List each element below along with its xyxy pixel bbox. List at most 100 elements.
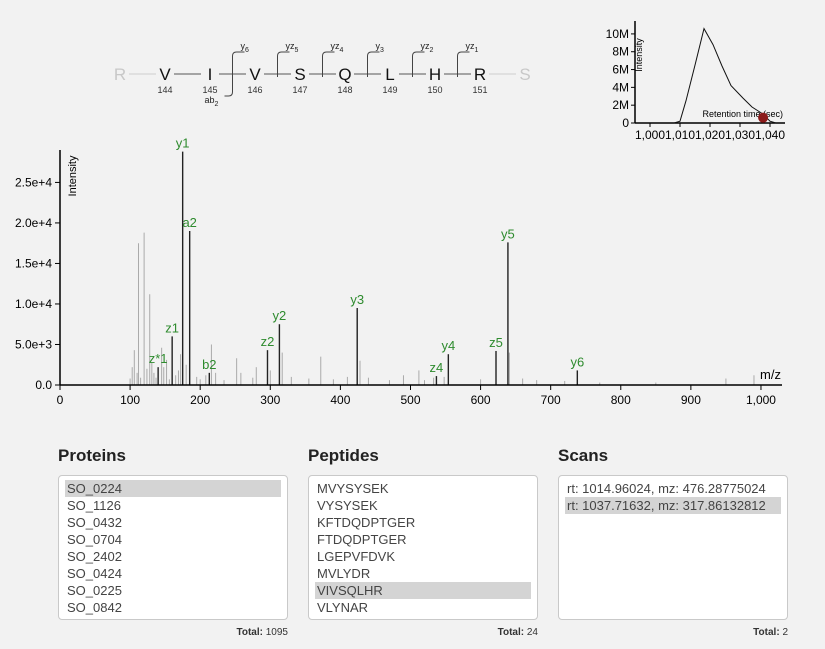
- chrom-x-tick-label: 1,000: [635, 128, 665, 142]
- fragment-ion-label: ab2: [205, 95, 219, 108]
- spectrum-x-tick-label: 1,000: [746, 393, 776, 407]
- protein-item[interactable]: SO_0432: [67, 515, 122, 530]
- spectrum-x-label: m/z: [760, 367, 781, 382]
- chrom-y-tick-label: 6M: [612, 63, 629, 77]
- peptide-item[interactable]: VYSYSEK: [317, 498, 378, 513]
- peptides-total-value: 24: [526, 627, 538, 638]
- fragment-ion-label: yz1: [466, 41, 479, 54]
- peak-label: z*1: [149, 351, 168, 366]
- proteins-total-value: 1095: [265, 627, 288, 638]
- residue-number: 149: [382, 85, 397, 95]
- residue-letter: S: [294, 65, 305, 84]
- fragment-ion-label: yz2: [421, 41, 434, 54]
- peak-label: z2: [261, 334, 275, 349]
- fragment-ion-label: y6: [241, 41, 250, 54]
- chrom-x-tick-label: 1,020: [695, 128, 725, 142]
- peptide-item[interactable]: VLYNAR: [317, 600, 369, 615]
- residue-letter: Q: [338, 65, 351, 84]
- residue-number: 146: [247, 85, 262, 95]
- protein-item[interactable]: SO_0424: [67, 566, 122, 581]
- protein-item[interactable]: SO_1126: [67, 498, 121, 513]
- spectrum-x-tick-label: 300: [260, 393, 280, 407]
- peak-label: z1: [165, 320, 179, 335]
- chrom-y-tick-label: 2M: [612, 98, 629, 112]
- protein-item[interactable]: SO_0224: [65, 480, 281, 497]
- fragment-bracket-bottom: [224, 56, 233, 97]
- chrom-x-tick-label: 1,030: [725, 128, 755, 142]
- fragment-bracket-top: [232, 51, 245, 77]
- peak-label: z5: [489, 335, 503, 350]
- peptides-title: Peptides: [308, 446, 379, 465]
- spectrum-x-tick-label: 900: [681, 393, 701, 407]
- chrom-y-tick-label: 4M: [612, 80, 629, 94]
- scans-title: Scans: [558, 446, 609, 465]
- spectrum-x-tick-label: 700: [541, 393, 561, 407]
- spectrum-y-tick-label: 1.5e+4: [15, 256, 52, 270]
- proteins-total-label: Total:: [236, 627, 263, 638]
- residue-letter: V: [249, 65, 261, 84]
- scans-list[interactable]: rt: 1014.96024, mz: 476.28775024 rt: 1037…: [558, 475, 788, 620]
- peak-label: y3: [350, 292, 364, 307]
- protein-item[interactable]: SO_2402: [67, 549, 122, 564]
- residue-letter: V: [159, 65, 171, 84]
- spectrum-y-tick-label: 0.0: [35, 378, 52, 392]
- fragment-ion-label: yz4: [331, 41, 344, 54]
- proteins-title: Proteins: [58, 446, 127, 465]
- scans-total: Total: 2: [658, 627, 788, 638]
- scan-item[interactable]: rt: 1037.71632, mz: 317.86132812: [565, 497, 781, 514]
- peptide-item[interactable]: KFTDQDPTGER: [317, 515, 416, 530]
- peak-label: z4: [430, 360, 444, 375]
- chrom-y-tick-label: 8M: [612, 45, 629, 59]
- xic-chromatogram: 0 2M 4M 6M 8M 10M 1,000 1,010 1,020 1,030 1,040 Int…: [606, 21, 785, 142]
- fragment-bracket-top: [412, 51, 425, 77]
- spectrum-x-tick-label: 800: [611, 393, 631, 407]
- chrom-x-label: Retention time (sec): [702, 109, 783, 119]
- ms2-spectrum-chart: y1 a2 z1 z*1 b2 z2 y2 y3 z4 y4 z5 y5 y6 0.0 5.0e+3 1.0e…: [15, 136, 782, 407]
- peak-label: y2: [273, 308, 287, 323]
- fragment-ion-label: y3: [376, 41, 385, 54]
- residue-number: 151: [472, 85, 487, 95]
- peak-label: y4: [441, 338, 455, 353]
- chrom-x-tick-label: 1,040: [755, 128, 785, 142]
- peak-label: y5: [501, 226, 515, 241]
- peak-label: y1: [176, 136, 190, 151]
- fragment-bracket-top: [457, 51, 470, 77]
- proteins-list[interactable]: SO_0224 SO_1126 SO_0432 SO_0704 SO_2402 SO_04…: [58, 475, 288, 620]
- protein-item[interactable]: SO_0842: [67, 600, 122, 615]
- residue-number: 144: [157, 85, 172, 95]
- spectrum-x-tick-label: 0: [57, 393, 64, 407]
- residue-number: 148: [337, 85, 352, 95]
- fragment-bracket-top: [322, 51, 335, 77]
- peptides-total: Total: 24: [408, 627, 538, 638]
- residue-number: 147: [292, 85, 307, 95]
- chrom-y-tick-label: 0: [622, 116, 629, 130]
- spectrum-x-tick-label: 100: [120, 393, 140, 407]
- residue-letter: L: [385, 65, 394, 84]
- peak-label: b2: [202, 357, 216, 372]
- proteins-total: Total: 1095: [158, 627, 288, 638]
- peptide-item[interactable]: MVLYDR: [317, 566, 371, 581]
- protein-item[interactable]: SO_0704: [67, 532, 122, 547]
- protein-item[interactable]: SO_0225: [67, 583, 122, 598]
- peptide-item[interactable]: MVYSYSEK: [317, 481, 389, 496]
- residue-letter: S: [519, 65, 530, 84]
- peptides-list[interactable]: MVYSYSEK VYSYSEK KFTDQDPTGER FTDQDPTGER LGEP…: [308, 475, 538, 620]
- fragment-bracket-top: [277, 51, 290, 77]
- peptide-item[interactable]: VIVSQLHR: [315, 582, 531, 599]
- spectrum-x-tick-label: 200: [190, 393, 210, 407]
- residue-number: 145: [202, 85, 217, 95]
- scan-item[interactable]: rt: 1014.96024, mz: 476.28775024: [567, 481, 766, 496]
- peptide-item[interactable]: FTDQDPTGER: [317, 532, 407, 547]
- spectrum-y-tick-label: 2.0e+4: [15, 216, 52, 230]
- chrom-scan-marker[interactable]: [758, 112, 769, 123]
- residue-letter: I: [208, 65, 213, 84]
- peptide-item[interactable]: LGEPVFDVK: [317, 549, 396, 564]
- peptides-total-label: Total:: [497, 627, 525, 638]
- residue-letter: R: [114, 65, 126, 84]
- scans-total-value: 2: [782, 627, 788, 638]
- peak-label: y6: [570, 354, 584, 369]
- spectrum-x-tick-label: 500: [400, 393, 420, 407]
- spectrum-x-tick-label: 600: [471, 393, 491, 407]
- spectrum-x-tick-label: 400: [330, 393, 350, 407]
